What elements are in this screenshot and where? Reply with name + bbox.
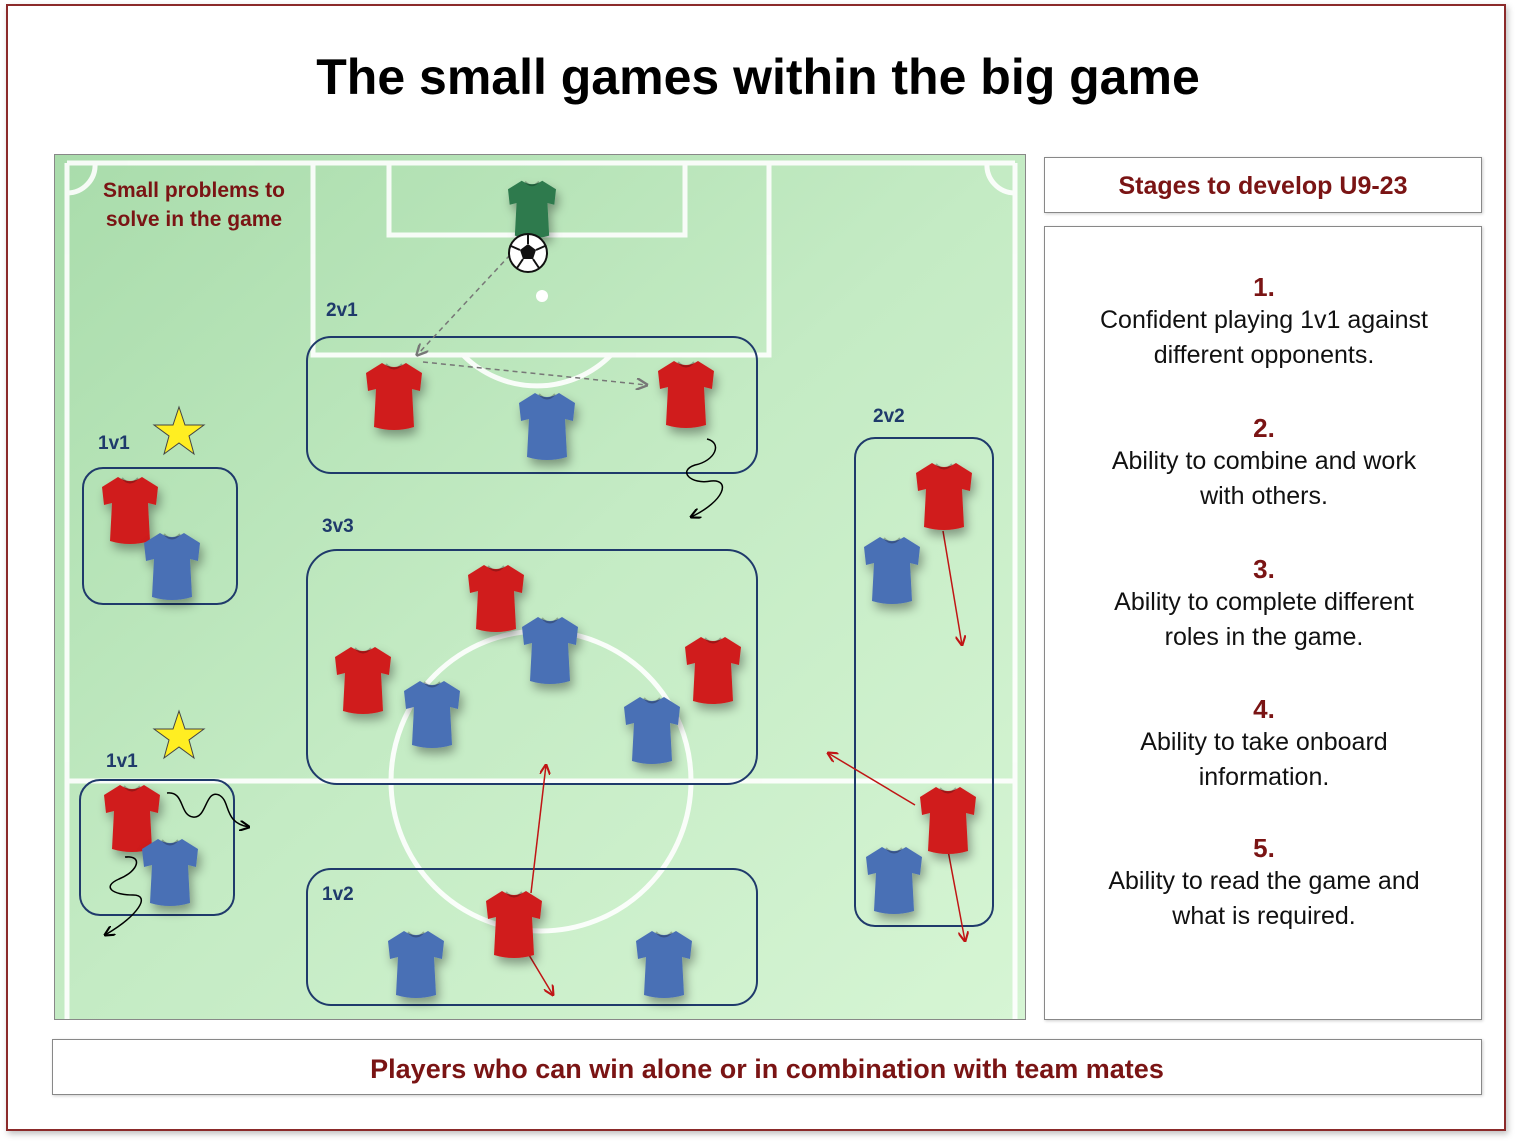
stage-text: Ability to combine and work [1111,447,1417,475]
stages-header: Stages to develop U9-23 [1044,157,1482,213]
stage-number: 5. [1253,833,1275,863]
star-icon [152,709,206,760]
group-label-1v1-bottom: 1v1 [106,751,138,772]
group-label-2v2: 2v2 [873,406,905,427]
star-icon [152,405,206,456]
group-label-1v1-top: 1v1 [98,433,130,454]
football-pitch [54,154,1026,1020]
stage-item: 3. Ability to complete different roles i… [1045,553,1483,655]
stage-text: Ability to complete different [1114,588,1414,616]
football-icon [508,233,548,273]
stage-item: 5. Ability to read the game and what is … [1045,832,1483,934]
stage-text: roles in the game. [1164,623,1364,651]
stages-panel: 1. Confident playing 1v1 against differe… [1044,226,1482,1020]
stage-number: 3. [1253,554,1275,584]
stage-text: Ability to take onboard [1140,728,1388,756]
stage-text: information. [1198,763,1330,791]
stage-text: what is required. [1172,902,1356,930]
group-boxes [79,336,994,1006]
footer-banner: Players who can win alone or in combinat… [52,1039,1482,1095]
stage-item: 2. Ability to combine and work with othe… [1045,412,1483,514]
group-label-1v2: 1v2 [322,884,354,905]
stage-number: 1. [1253,272,1275,302]
stage-item: 1. Confident playing 1v1 against differe… [1045,271,1483,373]
pitch-caption: Small problems to solve in the game [102,179,286,231]
stage-text: Ability to read the game and [1108,867,1420,895]
stage-item: 4. Ability to take onboard information. [1045,693,1483,795]
stage-number: 2. [1253,413,1275,443]
stage-text: with others. [1200,482,1328,510]
stage-text: Confident playing 1v1 against [1099,306,1428,334]
diagram-title: The small games within the big game [316,49,1200,105]
group-label-3v3: 3v3 [322,516,354,537]
stage-text: different opponents. [1153,341,1375,369]
group-label-2v1: 2v1 [326,300,358,321]
stage-number: 4. [1253,694,1275,724]
movement-arrows [105,254,965,995]
